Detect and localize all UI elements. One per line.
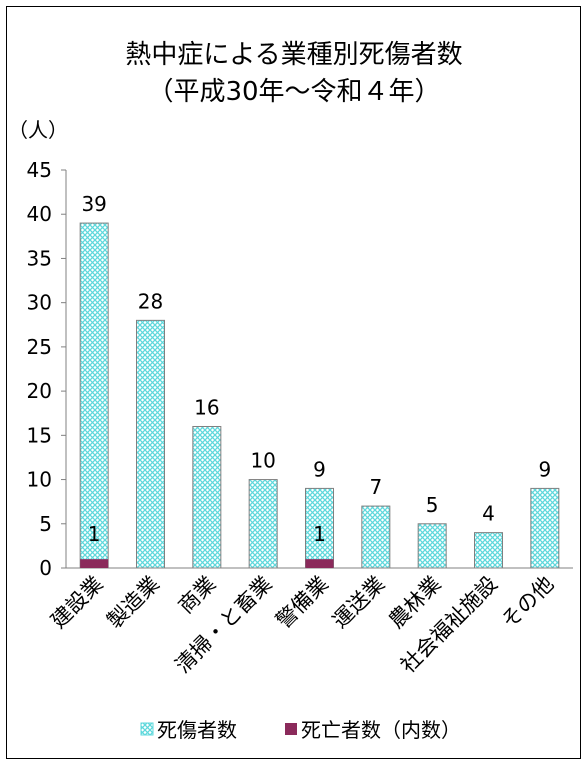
x-tick-label: 警備業 (272, 572, 334, 634)
legend-swatch-deaths (285, 723, 297, 735)
death-data-label: 1 (313, 522, 326, 546)
bar-casualties (192, 425, 222, 569)
chart-title: 熱中症による業種別死傷者数 (125, 40, 462, 70)
y-tick-label: 30 (27, 291, 52, 315)
bar-casualties (136, 319, 165, 569)
data-label: 39 (81, 192, 106, 216)
y-tick-label: 0 (39, 556, 52, 580)
chart-subtitle: （平成30年～令和４年） (147, 77, 440, 107)
y-tick-label: 20 (27, 379, 52, 403)
legend-label-casualties: 死傷者数 (157, 718, 237, 742)
y-tick-label: 25 (27, 335, 52, 359)
data-label: 9 (538, 457, 551, 481)
y-axis-ticks: 0 5 10 15 20 25 30 35 40 45 (27, 158, 66, 580)
bar-deaths (80, 559, 109, 568)
y-tick-label: 15 (27, 423, 52, 447)
data-label: 10 (250, 449, 275, 473)
bar-casualties (79, 222, 109, 569)
bar-casualties (530, 487, 560, 569)
x-tick-label: 建設業 (46, 572, 108, 634)
legend-label-deaths: 死亡者数（内数） (301, 718, 461, 742)
y-tick-label: 40 (27, 202, 52, 226)
data-label: 9 (313, 457, 326, 481)
data-label: 28 (138, 289, 163, 313)
x-tick-label: 製造業 (103, 572, 165, 634)
death-data-label: 1 (88, 522, 101, 546)
x-tick-label: 運送業 (328, 572, 390, 634)
y-tick-label: 45 (27, 158, 52, 182)
y-tick-label: 35 (27, 246, 52, 270)
data-label: 4 (482, 502, 495, 526)
legend-swatch-casualties (140, 722, 154, 736)
x-tick-label: その他 (497, 572, 559, 634)
legend: 死傷者数 死亡者数（内数） (140, 718, 461, 742)
data-label: 16 (194, 395, 219, 419)
y-axis-label: （人） (8, 118, 68, 142)
bar-casualties (248, 479, 278, 569)
bar-casualties (361, 505, 391, 569)
y-tick-label: 10 (27, 468, 52, 492)
bars-group: 39 1 28 16 10 9 1 7 5 4 9 (79, 192, 560, 569)
y-tick-label: 5 (39, 512, 52, 536)
data-label: 7 (369, 475, 382, 499)
data-label: 5 (426, 493, 439, 517)
bar-casualties (474, 532, 503, 569)
bar-deaths (305, 559, 334, 568)
bar-casualties (417, 523, 447, 569)
bar-casualties (305, 487, 334, 569)
x-tick-label: 商業 (174, 572, 221, 619)
